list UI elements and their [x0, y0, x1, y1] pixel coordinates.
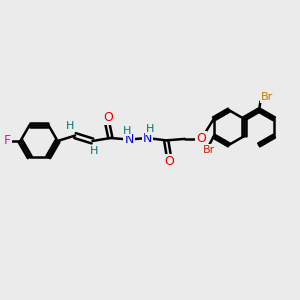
Text: O: O: [164, 155, 174, 168]
Text: N: N: [124, 133, 134, 146]
Text: H: H: [122, 125, 131, 136]
Text: N: N: [143, 131, 152, 145]
Text: O: O: [196, 132, 206, 146]
Text: H: H: [65, 121, 74, 131]
Text: H: H: [90, 146, 98, 156]
Text: O: O: [103, 111, 113, 124]
Text: F: F: [4, 134, 11, 148]
Text: Br: Br: [261, 92, 273, 102]
Text: H: H: [146, 124, 154, 134]
Text: Br: Br: [203, 145, 215, 155]
